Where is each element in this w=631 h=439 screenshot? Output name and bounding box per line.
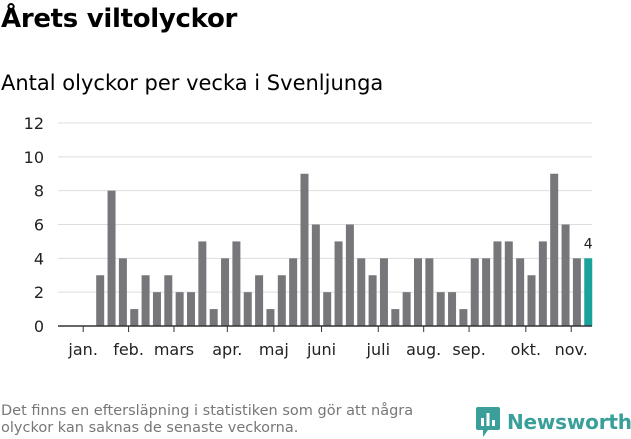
footnote: Det finns en eftersläpning i statistiken… bbox=[1, 403, 414, 436]
y-tick-label: 12 bbox=[24, 114, 44, 133]
bar-highlight bbox=[584, 258, 593, 326]
y-grid bbox=[58, 122, 592, 293]
bar bbox=[266, 309, 275, 326]
x-tick-label: jan. bbox=[67, 340, 97, 359]
bar bbox=[118, 258, 127, 326]
bar bbox=[289, 258, 298, 326]
y-axis: 0 2 4 6 8 10 12 bbox=[24, 114, 44, 336]
bar bbox=[550, 173, 559, 326]
bar bbox=[243, 292, 252, 326]
bar bbox=[198, 241, 207, 326]
bar bbox=[379, 258, 388, 326]
bar bbox=[232, 241, 241, 326]
bar bbox=[402, 292, 411, 326]
bar bbox=[425, 258, 434, 326]
bar bbox=[493, 241, 502, 326]
bar bbox=[470, 258, 479, 326]
x-tick-label: juni bbox=[306, 340, 336, 359]
bar bbox=[209, 309, 218, 326]
x-tick-label: sep. bbox=[452, 340, 485, 359]
bar bbox=[516, 258, 525, 326]
bar bbox=[96, 275, 105, 326]
y-tick-label: 8 bbox=[34, 182, 44, 201]
bar bbox=[436, 292, 445, 326]
bar bbox=[334, 241, 343, 326]
bar bbox=[345, 224, 354, 326]
bar bbox=[459, 309, 468, 326]
bar bbox=[175, 292, 184, 326]
bar-data-label: 4 bbox=[584, 236, 593, 252]
bar bbox=[368, 275, 377, 326]
bar bbox=[391, 309, 400, 326]
newsworthy-logo: Newsworthy bbox=[475, 406, 631, 438]
chart-subtitle: Antal olyckor per vecka i Svenljunga bbox=[1, 71, 384, 95]
bar bbox=[277, 275, 286, 326]
bar bbox=[323, 292, 332, 326]
bar bbox=[311, 224, 320, 326]
bar bbox=[527, 275, 536, 326]
bar bbox=[107, 190, 116, 326]
bar bbox=[152, 292, 161, 326]
bar bbox=[141, 275, 150, 326]
bar bbox=[221, 258, 230, 326]
bar bbox=[130, 309, 139, 326]
x-tick-label: maj bbox=[259, 340, 289, 359]
bar bbox=[538, 241, 547, 326]
bar bbox=[187, 292, 195, 326]
bar bbox=[572, 258, 581, 326]
x-tick-label: nov. bbox=[555, 340, 588, 359]
bar bbox=[561, 224, 570, 326]
y-tick-label: 2 bbox=[34, 283, 44, 302]
y-tick-label: 4 bbox=[34, 249, 44, 268]
newsworthy-icon bbox=[476, 407, 500, 437]
x-tick-label: feb. bbox=[113, 340, 144, 359]
bar bbox=[300, 173, 309, 326]
bar bbox=[448, 292, 457, 326]
bars: 4 bbox=[96, 173, 593, 326]
x-tick-label: apr. bbox=[212, 340, 242, 359]
bar bbox=[357, 258, 366, 326]
bar bbox=[164, 275, 173, 326]
bar-chart: 0 2 4 6 8 10 12 4 jan. feb. mars apr. maj juni juli a… bbox=[24, 114, 593, 359]
y-tick-label: 6 bbox=[34, 216, 44, 235]
x-tick-label: mars bbox=[154, 340, 194, 359]
brand-name: Newsworthy bbox=[507, 410, 631, 434]
y-tick-label: 0 bbox=[34, 317, 44, 336]
chart-title: Årets viltolyckor bbox=[1, 4, 238, 34]
x-tick-label: okt. bbox=[511, 340, 541, 359]
x-axis: jan. feb. mars apr. maj juni juli aug. sep. okt. n… bbox=[58, 325, 592, 359]
x-tick-label: aug. bbox=[406, 340, 441, 359]
x-tick-label: juli bbox=[366, 340, 390, 359]
bar bbox=[482, 258, 491, 326]
bar bbox=[504, 241, 513, 326]
y-tick-label: 10 bbox=[24, 148, 44, 167]
bar bbox=[414, 258, 422, 326]
bar bbox=[255, 275, 264, 326]
